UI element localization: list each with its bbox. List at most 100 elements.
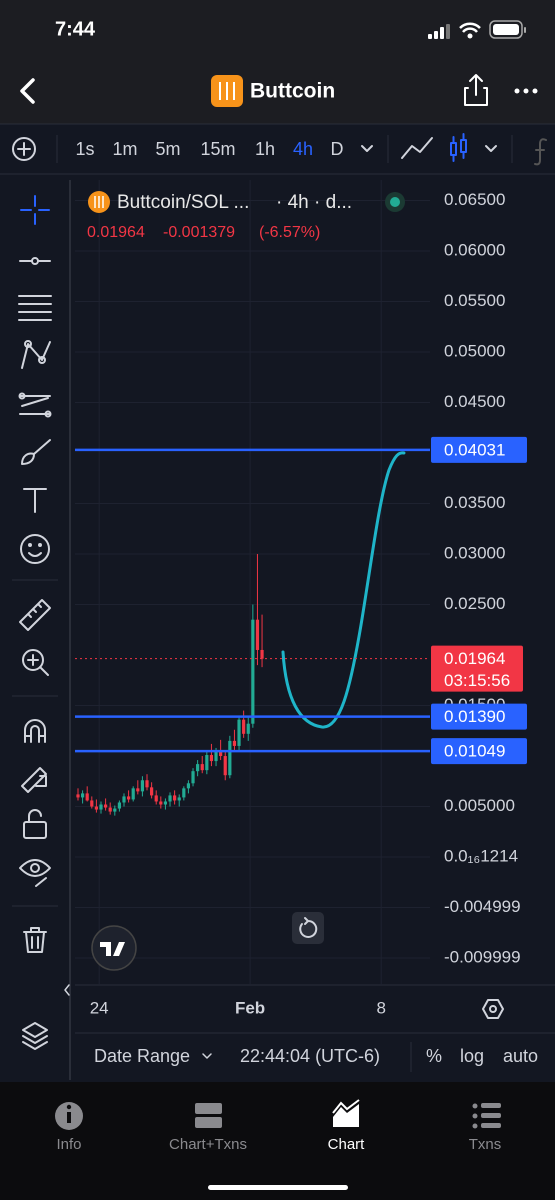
candle-body: [85, 793, 89, 801]
interval-button[interactable]: 15m: [200, 139, 235, 159]
level-label: 0.04031: [444, 440, 505, 459]
status-icons: [428, 20, 526, 39]
candle-body: [237, 719, 241, 746]
share-button[interactable]: [464, 74, 488, 106]
reset-view-button[interactable]: [292, 912, 324, 944]
back-button[interactable]: [20, 78, 35, 104]
top-bar-bg: [0, 0, 555, 124]
level-label-bg: [431, 703, 527, 730]
brush-tool[interactable]: [21, 439, 51, 465]
level-label: 0.01390: [444, 707, 505, 726]
fib-tool[interactable]: [18, 295, 52, 321]
legend-change: -0.001379: [163, 224, 235, 241]
interval-dropdown[interactable]: [361, 145, 373, 152]
tab-label: Info: [56, 1136, 81, 1153]
tab-info[interactable]: Info: [55, 1102, 83, 1153]
interval-button[interactable]: 1h: [255, 139, 275, 159]
interval-button[interactable]: 4h: [293, 139, 313, 159]
candle-body: [182, 788, 186, 798]
tab-txns[interactable]: Txns: [469, 1103, 502, 1153]
add-indicator-button[interactable]: [12, 137, 36, 161]
line-style-button[interactable]: [401, 137, 433, 159]
trend-line-tool[interactable]: [19, 257, 51, 265]
candle-body: [131, 788, 135, 800]
interval-button[interactable]: 1m: [112, 139, 137, 159]
date-range-button[interactable]: Date Range: [94, 1046, 190, 1066]
y-tick-label: 0.06500: [444, 190, 505, 209]
candle-body: [113, 808, 117, 812]
emoji-tool[interactable]: [20, 534, 50, 564]
header-title: Buttcoin: [250, 80, 335, 103]
scale-settings-button[interactable]: [482, 999, 504, 1019]
candle-body: [136, 788, 140, 792]
candle-body: [159, 801, 163, 805]
tab-chart[interactable]: Chart: [328, 1099, 366, 1153]
level-label-bg: [431, 738, 527, 765]
unlock-tool[interactable]: [23, 809, 47, 839]
lock-drawings-tool[interactable]: [21, 767, 47, 793]
auto-toggle[interactable]: auto: [503, 1046, 538, 1066]
interval-button[interactable]: 1s: [75, 139, 94, 159]
candle-body: [94, 806, 98, 810]
y-tick-label: 0.02500: [444, 594, 505, 613]
y-tick-label: 0.05000: [444, 341, 505, 360]
candles: [76, 554, 264, 816]
delete-tool[interactable]: [23, 927, 47, 953]
y-tick-label: 0.0₁₆1214: [444, 847, 518, 866]
interval-button[interactable]: 5m: [155, 139, 180, 159]
legend-symbol: Buttcoin/SOL ...: [117, 192, 249, 213]
interval-group: 1s 1m 5m 15m 1h 4h D: [75, 139, 343, 159]
crosshair-tool[interactable]: [20, 195, 50, 225]
candle-body: [260, 649, 264, 659]
candle-body: [242, 719, 246, 734]
more-button[interactable]: [514, 88, 538, 94]
ruler-tool[interactable]: [19, 599, 51, 631]
candle-body: [200, 764, 204, 771]
candle-body: [99, 804, 103, 810]
candle-body: [219, 750, 223, 757]
candle-body: [163, 801, 168, 805]
legend-meta: · 4h · d...: [276, 192, 352, 213]
candle-body: [140, 780, 145, 792]
candle-body: [246, 723, 250, 734]
layers-button[interactable]: [22, 1022, 48, 1050]
candle-body: [154, 795, 158, 802]
y-tick-label: 0.04500: [444, 392, 505, 411]
drawn-curve: [281, 451, 406, 729]
legend-change-pct: (-6.57%): [259, 224, 320, 241]
candle-body: [209, 755, 214, 762]
candle-body: [177, 797, 181, 801]
candle-style-button[interactable]: [450, 133, 467, 162]
candle-body: [103, 804, 108, 808]
x-tick-label: 24: [90, 998, 109, 1017]
interval-button[interactable]: D: [331, 139, 344, 159]
price-levels: 0.04031 0.01390 0.01049 0.01964 03:15:56: [75, 436, 527, 765]
hide-tool[interactable]: [19, 859, 51, 887]
tab-chart-txns[interactable]: Chart+Txns: [169, 1103, 247, 1153]
timezone-button[interactable]: 22:44:04 (UTC-6): [240, 1046, 380, 1066]
candle-body: [117, 802, 122, 809]
candle-body: [145, 780, 149, 788]
candle-body: [90, 800, 94, 807]
date-range-chevron[interactable]: [202, 1053, 212, 1059]
magnet-tool[interactable]: [24, 719, 46, 743]
indicators-button[interactable]: [534, 138, 547, 166]
text-tool[interactable]: [23, 488, 47, 513]
level-label-bg: [431, 436, 527, 463]
y-tick-label: 0.03500: [444, 493, 505, 512]
percent-toggle[interactable]: %: [426, 1046, 442, 1066]
collapse-toolbar[interactable]: [64, 984, 70, 996]
prediction-tool[interactable]: [18, 392, 52, 418]
log-toggle[interactable]: log: [460, 1046, 484, 1066]
candle-body: [255, 619, 260, 650]
pattern-tool[interactable]: [21, 340, 51, 369]
candle-body: [228, 740, 232, 776]
y-tick-label: -0.009999: [444, 948, 521, 967]
status-dot: [390, 197, 400, 207]
chart-style-dropdown[interactable]: [485, 145, 497, 152]
home-indicator: [208, 1185, 348, 1190]
zoom-tool[interactable]: [22, 649, 49, 676]
